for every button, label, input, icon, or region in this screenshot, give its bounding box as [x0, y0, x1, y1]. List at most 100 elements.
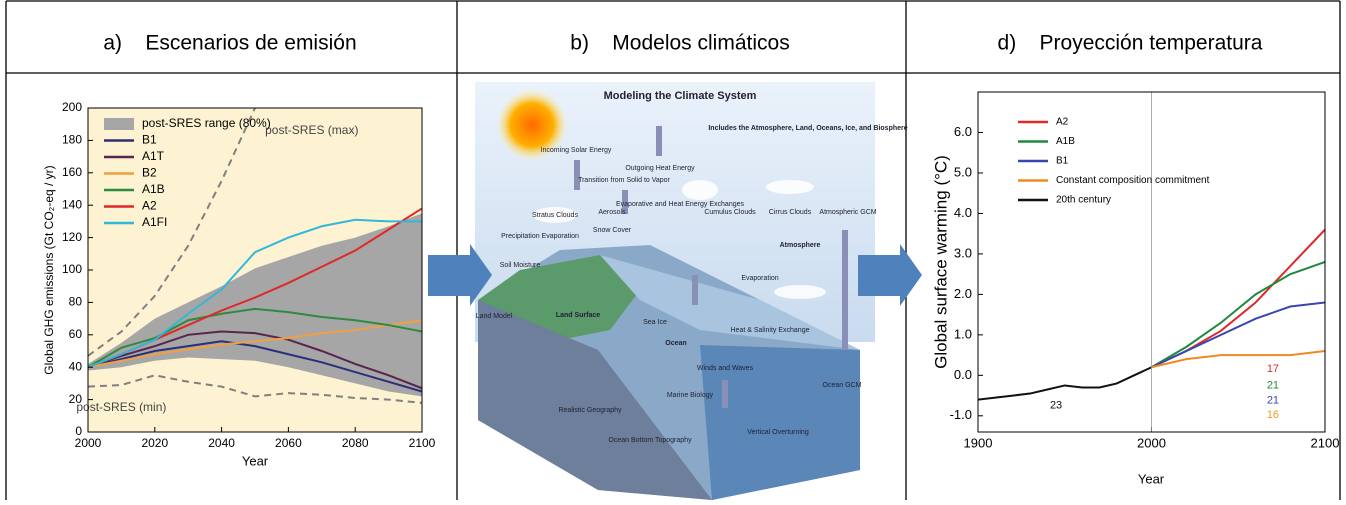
legend-label: Constant composition commitment — [1056, 175, 1210, 186]
y-tick-label: 5.0 — [954, 164, 972, 179]
x-axis-label: Year — [242, 453, 269, 468]
diagram-label: Includes the Atmosphere, Land, Oceans, I… — [708, 125, 907, 132]
x-axis-label: Year — [1138, 471, 1165, 486]
y-axis-label: Global surface warming (°C) — [931, 155, 950, 369]
x-tick-label: 2000 — [75, 436, 102, 450]
annotation: 21 — [1267, 394, 1279, 406]
diagram-label: Atmospheric GCM — [819, 209, 876, 216]
diagram-label: Snow Cover — [593, 227, 632, 234]
legend-label: A1T — [142, 149, 165, 163]
legend-label: A2 — [142, 199, 157, 213]
chart: -1.0 0.0 1.0 2.0 3.0 4.0 5.0 6.0 1900 2000 2100 A2 A… — [931, 91, 1340, 486]
climate-diagram: Modeling the Climate System Incoming Sol… — [475, 82, 908, 500]
annotation: 23 — [1050, 400, 1062, 412]
y-tick-label: 0 — [75, 424, 82, 438]
plot — [88, 108, 422, 404]
header-cell: b) Modelos climáticos — [570, 32, 789, 55]
plot-frame — [977, 91, 1326, 433]
legend-label: A1B — [1056, 136, 1075, 147]
y-tick-label: 140 — [62, 197, 82, 211]
header-cell: d) Proyección temperatura — [998, 32, 1263, 55]
diagram-label: Realistic Geography — [558, 407, 622, 414]
x-tick-label: 2000 — [1137, 435, 1166, 450]
diagram-label: Cirrus Clouds — [769, 209, 812, 216]
x-tick-label: 2060 — [275, 436, 302, 450]
diagram-label: Marine Biology — [667, 392, 714, 399]
y-tick-label: 60 — [69, 327, 83, 341]
series-line — [88, 307, 422, 369]
series-line — [88, 330, 422, 390]
series-line — [1151, 350, 1325, 369]
diagram-label: Transition from Solid to Vapor — [578, 177, 670, 184]
series-line — [88, 340, 422, 393]
y-tick-label: 100 — [62, 262, 82, 276]
legend-label: A1B — [142, 182, 165, 196]
series-line — [1150, 261, 1325, 369]
arrow — [428, 244, 492, 306]
series-line — [88, 218, 422, 369]
legend-label: B1 — [1056, 156, 1069, 167]
line-label: post-SRES (max) — [265, 123, 358, 137]
y-tick-label: 180 — [62, 133, 82, 147]
plot — [978, 228, 1325, 401]
diagram-label: Sea Ice — [643, 319, 667, 326]
y-axis-label: Global GHG emissions (Gt CO₂-eq / yr) — [42, 165, 56, 374]
series-line — [1151, 228, 1325, 369]
y-tick-label: 80 — [69, 295, 83, 309]
line-label: post-SRES (min) — [76, 400, 166, 414]
y-tick-label: 160 — [62, 165, 82, 179]
diagram-label: Cumulus Clouds — [704, 209, 756, 216]
y-tick-label: 6.0 — [954, 124, 972, 139]
annotation: 16 — [1267, 409, 1279, 421]
legend-label: B2 — [142, 166, 157, 180]
arrow — [858, 244, 922, 306]
header-cell: a) Escenarios de emisión — [103, 32, 356, 55]
legend-label: B1 — [142, 133, 157, 147]
x-tick-label: 2080 — [342, 436, 369, 450]
legend-label: A1FI — [142, 215, 167, 229]
diagram-label: Aerosols — [598, 209, 626, 216]
y-tick-label: -1.0 — [950, 407, 972, 422]
x-tick-label: 2020 — [141, 436, 168, 450]
x-tick-label: 1900 — [964, 435, 993, 450]
annotation: 17 — [1267, 363, 1279, 375]
y-tick-label: 2.0 — [954, 286, 972, 301]
diagram-label: Stratus Clouds — [532, 212, 578, 219]
y-tick-label: 120 — [62, 230, 82, 244]
diagram-label: Winds and Waves — [697, 365, 754, 372]
series-line — [978, 366, 1152, 401]
diagram-label: Soil Moisture — [500, 262, 541, 269]
legend-label: post-SRES range (80%) — [142, 116, 271, 130]
x-tick-label: 2040 — [208, 436, 235, 450]
diagram-label: Precipitation Evaporation — [501, 233, 579, 240]
y-tick-label: 4.0 — [954, 205, 972, 220]
diagram-label: Ocean — [665, 340, 686, 347]
diagram-label: Ocean GCM — [823, 382, 862, 389]
diagram-label: Incoming Solar Energy — [541, 147, 612, 154]
annotation: 21 — [1267, 379, 1279, 391]
diagram-label: Atmosphere — [780, 242, 821, 249]
plot-frame — [87, 107, 423, 433]
legend-swatch — [104, 118, 134, 130]
diagram-label: Vertical Overturning — [747, 429, 809, 436]
y-tick-label: 20 — [69, 392, 83, 406]
diagram-label: Evaporation — [741, 275, 778, 282]
table-frame — [5, 0, 1341, 500]
y-tick-label: 40 — [69, 359, 83, 373]
diagram-label: Evaporative and Heat Energy Exchanges — [616, 201, 745, 208]
diagram-label: Ocean Bottom Topography — [608, 437, 692, 444]
diagram-title: Modeling the Climate System — [604, 90, 757, 102]
y-tick-label: 200 — [62, 100, 82, 114]
dashed-line — [88, 108, 256, 357]
diagram-label: Land Model — [476, 313, 513, 320]
series-line — [88, 319, 422, 369]
diagram-label: Land Surface — [556, 312, 600, 319]
y-tick-label: 3.0 — [954, 245, 972, 260]
y-tick-label: 1.0 — [954, 326, 972, 341]
diagram-label: Heat & Salinity Exchange — [731, 327, 810, 334]
x-tick-label: 2100 — [1311, 435, 1340, 450]
dashed-line — [88, 374, 422, 404]
